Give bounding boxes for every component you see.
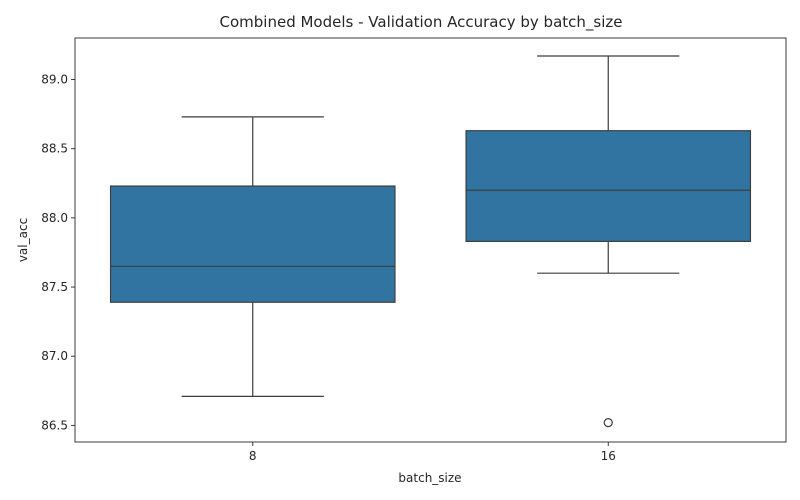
x-tick-label: 16 bbox=[601, 449, 616, 463]
iqr-box bbox=[109, 185, 396, 303]
plot-area bbox=[74, 37, 787, 443]
y-axis-label: val_acc bbox=[16, 218, 30, 262]
plot-frame bbox=[74, 37, 787, 443]
y-tick-label: 86.5 bbox=[41, 418, 68, 432]
y-tick-label: 87.5 bbox=[41, 280, 68, 294]
y-tick-label: 88.5 bbox=[41, 142, 68, 156]
box-group-16 bbox=[465, 55, 752, 428]
box-group-8 bbox=[109, 116, 396, 397]
x-axis-label: batch_size bbox=[398, 471, 461, 485]
iqr-box bbox=[465, 130, 752, 242]
y-tick-label: 88.0 bbox=[41, 211, 68, 225]
y-tick-label: 87.0 bbox=[41, 349, 68, 363]
x-tick-label: 8 bbox=[249, 449, 257, 463]
x-axis: 8 16 bbox=[249, 442, 616, 463]
y-axis: 86.5 87.0 87.5 88.0 88.5 89.0 bbox=[41, 73, 75, 432]
outlier-point bbox=[603, 418, 613, 428]
chart-title: Combined Models - Validation Accuracy by… bbox=[220, 13, 623, 32]
y-tick-label: 89.0 bbox=[41, 73, 68, 87]
